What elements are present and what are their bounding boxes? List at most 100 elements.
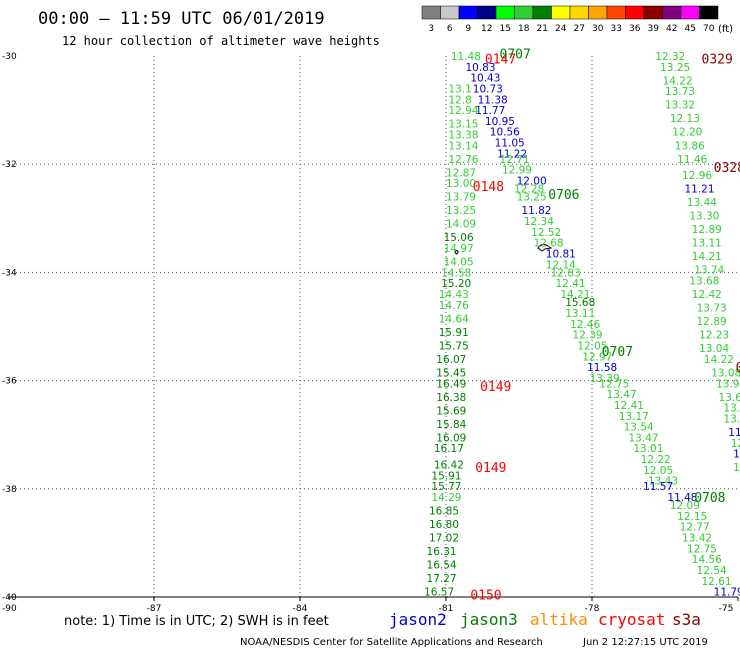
- wave-height-label: 15.77: [431, 481, 461, 493]
- wave-height-label: 12.41: [556, 278, 586, 290]
- wave-height-label: 13.25: [660, 62, 690, 74]
- colorbar-tick-label: 39: [648, 24, 660, 34]
- wave-height-label: 12.05: [643, 465, 673, 477]
- colorbar-tick-label: 21: [537, 24, 548, 34]
- y-tick-label: -32: [2, 160, 17, 170]
- wave-height-label: 13.86: [675, 140, 705, 152]
- x-tick-label: -87: [147, 604, 162, 614]
- source-legend-jason2: jason2: [389, 610, 447, 629]
- wave-height-label: 13.54: [624, 422, 654, 434]
- wave-height-label: 16.07: [436, 354, 466, 366]
- wave-height-label: 12.99: [502, 165, 532, 177]
- wave-height-label: 16.38: [436, 392, 466, 404]
- wave-height-label: 10.83: [465, 62, 495, 74]
- wave-height-label: 12.87: [446, 167, 476, 179]
- y-tick-label: -40: [2, 593, 17, 603]
- source-legend-s3a: s3a: [672, 610, 701, 629]
- wave-height-label: 11.46: [677, 154, 707, 166]
- wave-height-label: 13.15: [448, 119, 478, 131]
- wave-height-label: 14.29: [431, 492, 461, 504]
- wave-height-label: 12.96: [682, 170, 712, 182]
- y-tick-label: -36: [2, 377, 17, 387]
- wave-height-label: 15.69: [436, 405, 466, 417]
- chart-title: 00:00 – 11:59 UTC 06/01/2019: [38, 9, 325, 29]
- source-legend-jason3: jason3: [460, 610, 518, 629]
- wave-height-label: 12.54: [697, 565, 727, 577]
- wave-height-label: 12.13: [670, 113, 700, 125]
- wave-height-label: 13.32: [665, 100, 695, 112]
- wave-height-label: 13.01: [633, 443, 663, 455]
- wave-height-label: 14.05: [444, 257, 474, 269]
- pass-time-tag: 0150: [470, 588, 501, 603]
- source-legend-cryosat: cryosat: [598, 610, 665, 629]
- wave-height-label: 11.: [733, 449, 740, 461]
- island-outline-small: [454, 250, 459, 255]
- colorbar-swatch: [440, 5, 460, 20]
- wave-height-label: 13.64: [719, 392, 740, 404]
- colorbar-swatch: [699, 5, 719, 20]
- wave-height-label: 16.85: [429, 505, 459, 517]
- wave-height-label: 13.42: [682, 532, 712, 544]
- colorbar-swatch: [477, 5, 497, 20]
- wave-height-label: 12.77: [680, 522, 710, 534]
- wave-height-label: 15.84: [436, 419, 466, 431]
- pass-time-tag: 0147: [485, 53, 516, 68]
- wave-height-label: 12.22: [641, 454, 671, 466]
- wave-height-label: 13.73: [697, 303, 727, 315]
- wave-height-label: 13.43: [648, 476, 678, 488]
- color-legend: 3 6 9 12 15 18 21 24 27 30 33 36 39 42 45 70: [421, 5, 719, 34]
- wave-height-label: 12.4: [731, 438, 740, 450]
- plot-grid: [8, 56, 738, 597]
- pass-time-tag: 0: [736, 361, 740, 376]
- colorbar-tick-label: 6: [447, 24, 453, 34]
- wave-height-label: 10.95: [485, 116, 515, 128]
- wave-height-label: 14.09: [446, 219, 476, 231]
- wave-height-label: 14.21: [560, 289, 590, 301]
- wave-height-label: 13.14: [448, 140, 478, 152]
- wave-height-label: 12.15: [677, 511, 707, 523]
- colorbar-tick-label: 15: [500, 24, 511, 34]
- wave-height-label: 16.17: [434, 443, 464, 455]
- wave-height-label: 12.71: [500, 154, 530, 166]
- wave-height-label: 16.42: [434, 459, 464, 471]
- wave-height-label: 15.06: [444, 232, 474, 244]
- pass-time-tag: 0149: [475, 461, 506, 476]
- wave-height-label: 15.75: [439, 340, 469, 352]
- wave-height-label: 12.8: [448, 94, 471, 106]
- wave-height-label: 13.30: [689, 211, 719, 223]
- coastline-marks: [454, 243, 553, 255]
- colorbar-swatch: [421, 5, 441, 20]
- colorbar-swatch: [458, 5, 478, 20]
- wave-height-label: 12.75: [687, 543, 717, 555]
- wave-height-label: 11.21: [684, 184, 714, 196]
- y-tick-label: -34: [2, 268, 17, 278]
- footer-note: note: 1) Time is in UTC; 2) SWH is in fe…: [64, 614, 329, 629]
- wave-height-label: 10.43: [470, 73, 500, 85]
- colorbar-swatch: [495, 5, 515, 20]
- wave-height-label: 12.97: [582, 351, 612, 363]
- wave-height-label: 12.14: [546, 259, 576, 271]
- x-tick-label: -75: [719, 604, 734, 614]
- wave-height-label: 14.22: [663, 75, 693, 87]
- satellite-source-legend: jason2 jason3 altika cryosat s3a: [389, 610, 701, 629]
- wave-height-label: 14.21: [692, 251, 722, 263]
- colorbar-swatch: [680, 5, 700, 20]
- wave-height-label: 13.68: [689, 276, 719, 288]
- wave-height-label: 13.38: [448, 129, 478, 141]
- colorbar-swatch: [606, 5, 626, 20]
- colorbar-tick-label: 45: [685, 24, 696, 34]
- wave-height-label: 16.31: [427, 546, 457, 558]
- wave-height-label: 12.89: [697, 316, 727, 328]
- x-tick-label: -78: [585, 604, 600, 614]
- island-outline: [537, 243, 553, 252]
- colorbar-swatch: [625, 5, 645, 20]
- wave-height-label: 12.23: [699, 330, 729, 342]
- x-tick-label: -81: [439, 604, 454, 614]
- wave-height-label: 16.80: [429, 519, 459, 531]
- wave-height-label: 13.75: [723, 403, 740, 415]
- colorbar-swatch: [551, 5, 571, 20]
- wave-height-label: 12.39: [573, 330, 603, 342]
- pass-time-tag: 0706: [548, 188, 579, 203]
